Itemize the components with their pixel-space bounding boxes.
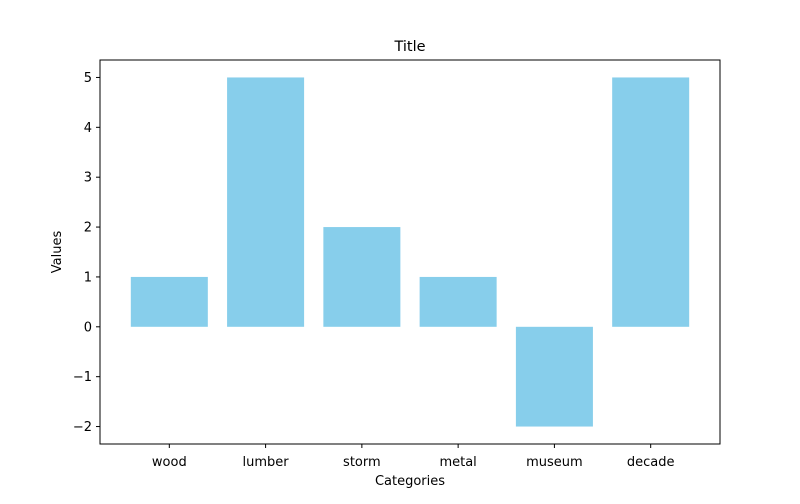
bar-wood [130, 276, 208, 327]
y-tick-label: 5 [84, 71, 92, 86]
chart-title: Title [393, 39, 425, 55]
y-axis: −2 −1 0 1 2 3 4 5 [73, 71, 100, 435]
x-axis-label: Categories [375, 474, 445, 489]
bars-layer [130, 77, 690, 427]
x-tick-label-wood: wood [152, 455, 187, 470]
y-axis-label: Values [50, 231, 65, 274]
x-axis: wood lumber storm metal museum decade [152, 444, 675, 470]
y-tick-label: −1 [73, 370, 92, 385]
bar-decade [612, 77, 690, 327]
y-tick-label: 0 [84, 320, 92, 335]
y-tick-label: 2 [84, 221, 92, 236]
x-tick-label-metal: metal [439, 455, 476, 470]
y-tick-label: −2 [73, 420, 92, 435]
x-tick-label-lumber: lumber [243, 455, 290, 470]
plot-frame [99, 59, 721, 445]
bar-museum [515, 326, 593, 427]
y-tick-label: 1 [84, 270, 92, 285]
bar-metal [419, 276, 497, 327]
y-tick-label: 3 [84, 171, 92, 186]
x-tick-label-storm: storm [343, 455, 381, 470]
bar-storm [323, 227, 401, 327]
y-tick-label: 4 [84, 121, 92, 136]
x-tick-label-decade: decade [627, 455, 675, 470]
x-tick-label-museum: museum [526, 455, 583, 470]
bar-lumber [227, 77, 305, 327]
